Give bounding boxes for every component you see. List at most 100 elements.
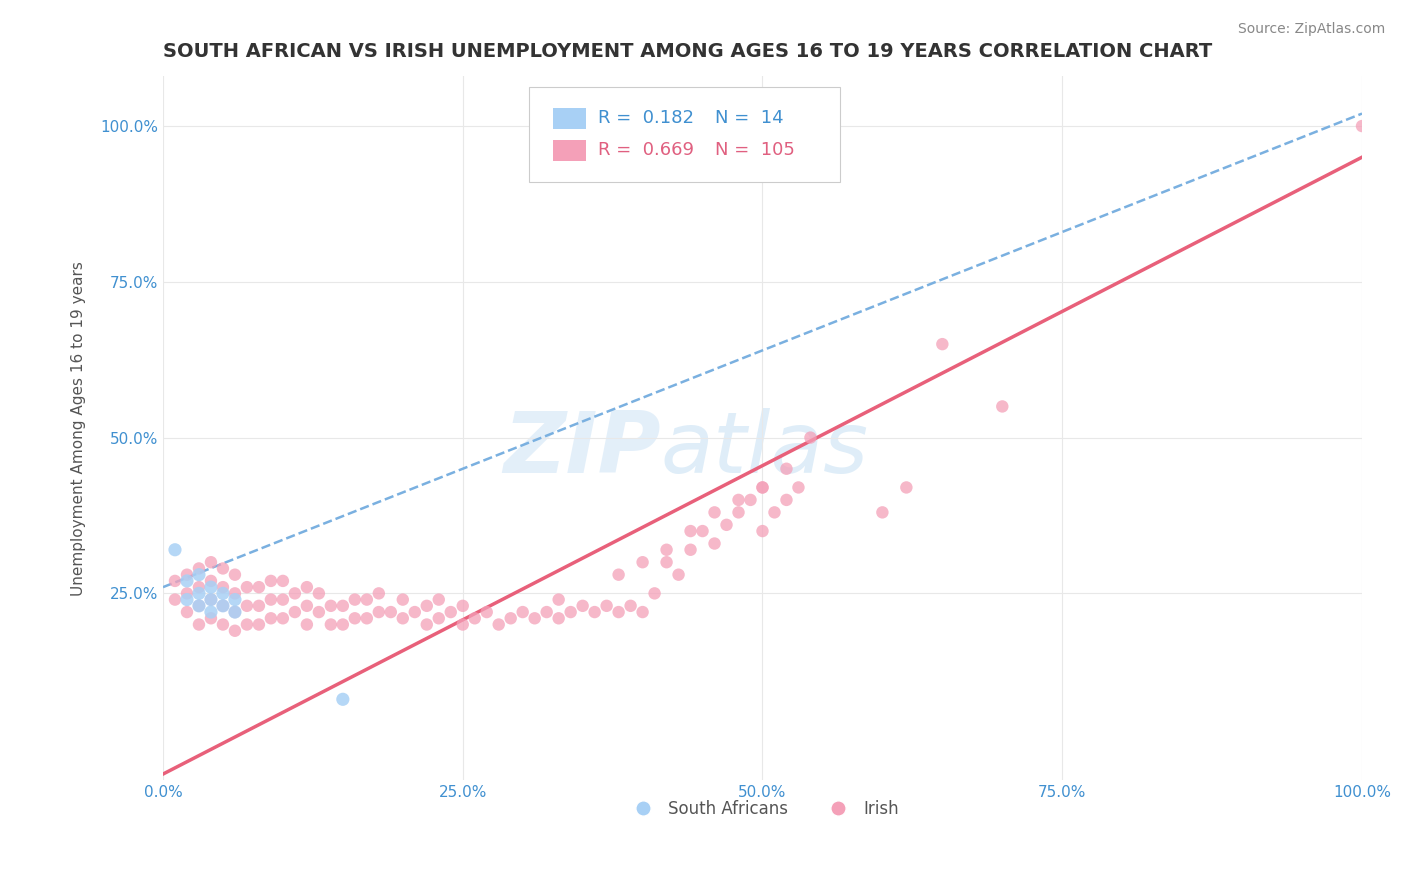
Point [416, 599, 439, 613]
Point [595, 599, 617, 613]
Point [620, 599, 643, 613]
Point [163, 542, 186, 557]
Point [295, 617, 318, 632]
Point [655, 542, 678, 557]
Y-axis label: Unemployment Among Ages 16 to 19 years: Unemployment Among Ages 16 to 19 years [72, 260, 86, 596]
Point [247, 617, 270, 632]
Point [380, 605, 402, 619]
Point [692, 524, 714, 538]
Text: N =  105: N = 105 [714, 141, 794, 159]
Point [343, 611, 366, 625]
Point [200, 555, 222, 569]
Point [332, 692, 354, 706]
Point [367, 586, 389, 600]
Point [679, 524, 702, 538]
Point [703, 505, 725, 519]
Point [295, 599, 318, 613]
Point [991, 400, 1014, 414]
Point [716, 517, 738, 532]
Point [176, 586, 198, 600]
Point [727, 492, 749, 507]
Point [224, 586, 246, 600]
Point [247, 599, 270, 613]
Point [284, 605, 307, 619]
Point [176, 605, 198, 619]
Point [332, 617, 354, 632]
Text: Source: ZipAtlas.com: Source: ZipAtlas.com [1237, 22, 1385, 37]
Point [188, 561, 211, 575]
Point [775, 462, 797, 476]
Point [607, 605, 630, 619]
Point [236, 580, 259, 594]
Point [212, 599, 235, 613]
Point [176, 592, 198, 607]
Point [451, 599, 474, 613]
Point [488, 617, 510, 632]
Point [224, 605, 246, 619]
Point [523, 611, 546, 625]
Point [295, 580, 318, 594]
Point [1351, 119, 1374, 133]
Point [284, 586, 307, 600]
Point [391, 611, 413, 625]
Point [655, 555, 678, 569]
Point [404, 605, 426, 619]
Point [751, 524, 773, 538]
Point [188, 586, 211, 600]
Point [200, 592, 222, 607]
Point [319, 599, 342, 613]
Point [163, 592, 186, 607]
Point [416, 617, 439, 632]
Point [583, 605, 606, 619]
Point [176, 574, 198, 588]
Point [224, 624, 246, 638]
Point [319, 617, 342, 632]
Point [343, 592, 366, 607]
Text: R =  0.182: R = 0.182 [598, 109, 695, 127]
Point [560, 605, 582, 619]
Point [212, 599, 235, 613]
Point [188, 567, 211, 582]
Point [188, 617, 211, 632]
Text: SOUTH AFRICAN VS IRISH UNEMPLOYMENT AMONG AGES 16 TO 19 YEARS CORRELATION CHART: SOUTH AFRICAN VS IRISH UNEMPLOYMENT AMON… [163, 42, 1212, 61]
Point [236, 599, 259, 613]
Point [787, 480, 810, 494]
Point [200, 605, 222, 619]
Point [440, 605, 463, 619]
Point [391, 592, 413, 607]
Point [872, 505, 894, 519]
Text: ZIP: ZIP [503, 408, 661, 491]
FancyBboxPatch shape [553, 108, 586, 129]
Point [200, 574, 222, 588]
Point [427, 592, 450, 607]
Point [751, 480, 773, 494]
Point [703, 536, 725, 550]
Point [367, 605, 389, 619]
Point [644, 586, 666, 600]
Legend: South Africans, Irish: South Africans, Irish [620, 794, 905, 825]
Point [176, 567, 198, 582]
Point [200, 611, 222, 625]
Point [308, 586, 330, 600]
Point [547, 611, 569, 625]
Point [212, 617, 235, 632]
Point [631, 555, 654, 569]
Point [188, 599, 211, 613]
Point [308, 605, 330, 619]
Point [224, 567, 246, 582]
Point [931, 337, 953, 351]
Point [356, 611, 378, 625]
Point [512, 605, 534, 619]
Point [631, 605, 654, 619]
Point [271, 574, 294, 588]
Point [763, 505, 786, 519]
Point [668, 567, 690, 582]
Point [332, 599, 354, 613]
Text: N =  14: N = 14 [714, 109, 783, 127]
Point [896, 480, 918, 494]
Point [727, 505, 749, 519]
Point [740, 492, 762, 507]
FancyBboxPatch shape [529, 87, 841, 182]
Text: R =  0.669: R = 0.669 [598, 141, 695, 159]
Point [188, 599, 211, 613]
